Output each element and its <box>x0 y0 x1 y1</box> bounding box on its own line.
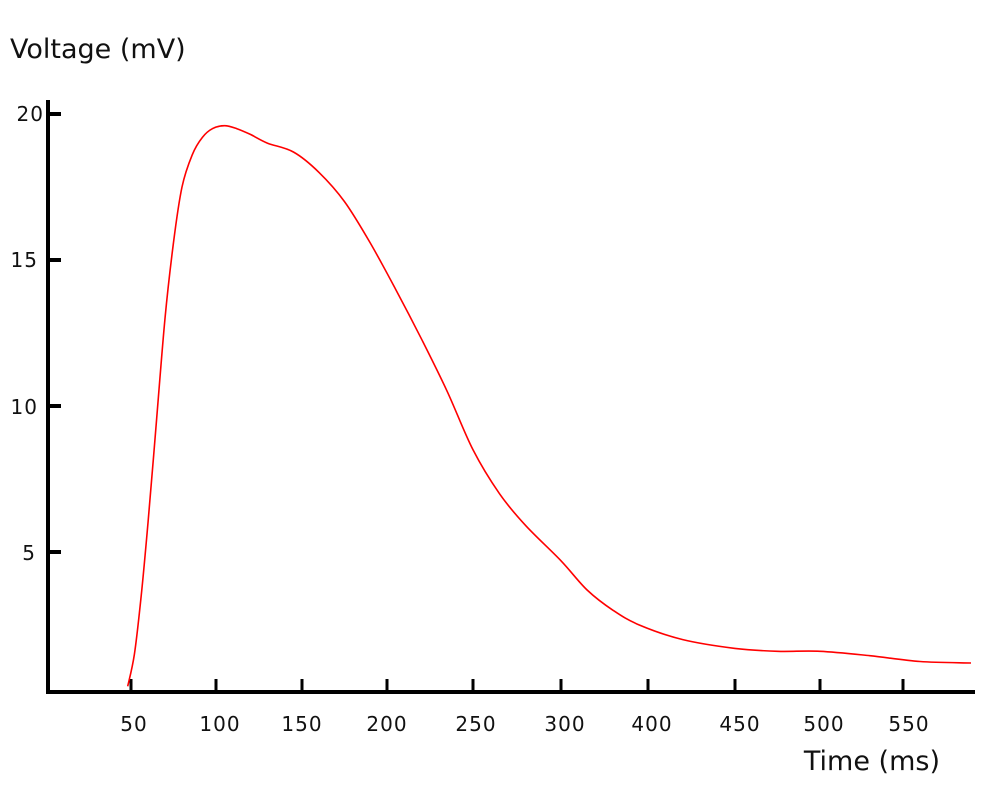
series-layer <box>126 124 972 687</box>
y-tick-labels: 20 15 10 5 <box>11 102 44 565</box>
x-tick-labels: 50 100 150 200 250 300 400 450 500 550 <box>120 712 929 736</box>
y-tick-label-15: 15 <box>11 248 38 272</box>
x-tick-label-200: 200 <box>366 712 407 736</box>
y-tick-label-20: 20 <box>17 102 44 126</box>
x-tick-label-250: 250 <box>455 712 496 736</box>
x-tick-label-100: 100 <box>199 712 240 736</box>
x-tick-label-400: 400 <box>631 712 672 736</box>
axes <box>46 100 975 694</box>
x-tick-label-150: 150 <box>281 712 322 736</box>
x-axis-label: Time (ms) <box>803 746 940 777</box>
x-tick-label-550: 550 <box>888 712 929 736</box>
y-tick-label-10: 10 <box>11 395 38 419</box>
y-tick-label-5: 5 <box>22 541 36 565</box>
x-tick-label-300: 300 <box>544 712 585 736</box>
x-tick-label-500: 500 <box>803 712 844 736</box>
series-line-0 <box>126 124 972 687</box>
x-tick-label-50: 50 <box>120 712 147 736</box>
x-tick-label-450: 450 <box>719 712 760 736</box>
y-axis-label: Voltage (mV) <box>10 34 186 65</box>
axis-ticks <box>48 112 905 692</box>
